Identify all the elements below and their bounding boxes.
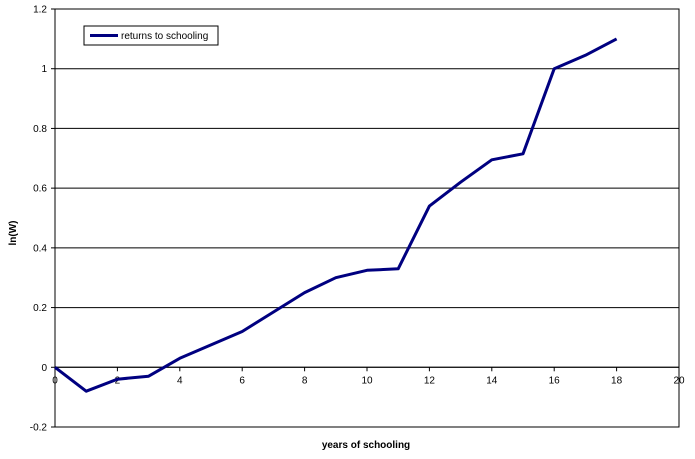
series-line-returns-to-schooling	[54, 37, 618, 393]
y-tick-label: -0.2	[30, 423, 48, 434]
x-tick-label: 6	[239, 375, 245, 386]
x-axis: 0 2 4 6 8 10 12 14 16 18 20	[52, 366, 685, 386]
plot-area-frame	[54, 8, 680, 428]
y-tick-label: 0.2	[33, 303, 47, 314]
x-axis-title: years of schooling	[322, 440, 410, 451]
x-tick-label: 18	[611, 375, 623, 386]
legend-box	[83, 25, 219, 46]
x-tick-label: 12	[424, 375, 436, 386]
x-tick-label: 20	[673, 375, 685, 386]
y-axis: -0.2 0 0.2 0.4 0.6 0.8 1 1.2	[30, 5, 55, 434]
legend-label: returns to schooling	[121, 31, 208, 42]
x-tick-label: 16	[549, 375, 561, 386]
x-tick-label: 14	[486, 375, 498, 386]
x-tick-label: 4	[177, 375, 183, 386]
gridlines	[55, 8, 679, 428]
x-tick-label: 8	[302, 375, 308, 386]
x-tick-label: 2	[115, 375, 121, 386]
y-tick-label: 1	[41, 64, 47, 75]
x-tick-label: 10	[361, 375, 373, 386]
y-tick-label: 0.8	[33, 124, 47, 135]
series-layer	[54, 37, 618, 393]
x-tick-label: 0	[52, 375, 58, 386]
y-tick-label: 0.6	[33, 184, 47, 195]
y-tick-label: 1.2	[33, 5, 47, 16]
legend: returns to schooling	[83, 25, 219, 46]
y-tick-label: 0	[41, 363, 47, 374]
y-axis-title: ln(W)	[8, 221, 19, 246]
y-tick-label: 0.4	[33, 243, 47, 254]
